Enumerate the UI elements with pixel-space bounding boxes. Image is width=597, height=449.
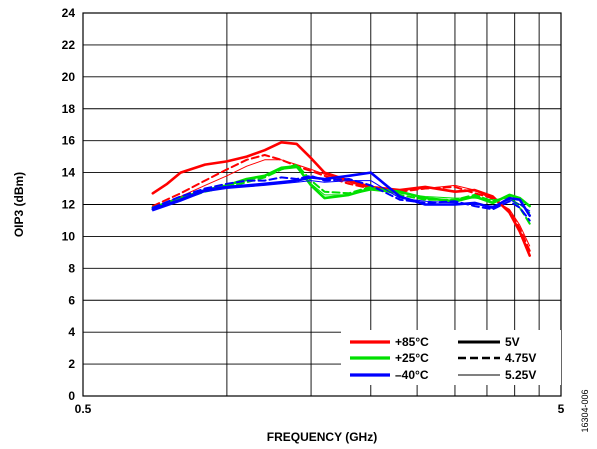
legend-label: 4.75V: [505, 351, 536, 365]
y-tick-label: 14: [62, 166, 76, 180]
figure-id: 16304-006: [580, 389, 590, 432]
plot-frame: [82, 12, 562, 397]
legend: +85°C +25°C –40°C 5V 4.75V 5.25V: [341, 330, 561, 385]
series-line: [151, 141, 531, 257]
y-tick-label: 22: [62, 38, 76, 52]
series-line: [151, 174, 531, 222]
y-tick-label: 2: [68, 357, 75, 371]
y-axis-title: OIP3 (dBm): [12, 172, 26, 237]
y-tick-label: 16: [62, 134, 76, 148]
x-axis-title: FREQUENCY (GHz): [267, 430, 377, 444]
y-tick-label: 4: [68, 325, 75, 339]
y-tick-label: 6: [68, 293, 75, 307]
x-tick-labels: 0.5 5: [75, 402, 565, 416]
y-tick-label: 24: [62, 6, 76, 20]
legend-label: 5V: [505, 335, 520, 349]
legend-label: –40°C: [395, 368, 429, 382]
series-line: [151, 164, 531, 209]
legend-label: +25°C: [395, 351, 429, 365]
y-tick-label: 0: [68, 389, 75, 403]
series-group: [151, 141, 531, 257]
y-tick-label: 12: [62, 198, 76, 212]
x-tick-label: 5: [558, 402, 565, 416]
x-tick-label: 0.5: [75, 402, 92, 416]
y-tick-label: 8: [68, 261, 75, 275]
legend-label: 5.25V: [505, 368, 536, 382]
y-tick-label: 18: [62, 102, 76, 116]
legend-label: +85°C: [395, 335, 429, 349]
y-tick-label: 10: [62, 229, 76, 243]
y-tick-label: 20: [62, 70, 76, 84]
series-line: [151, 171, 531, 217]
